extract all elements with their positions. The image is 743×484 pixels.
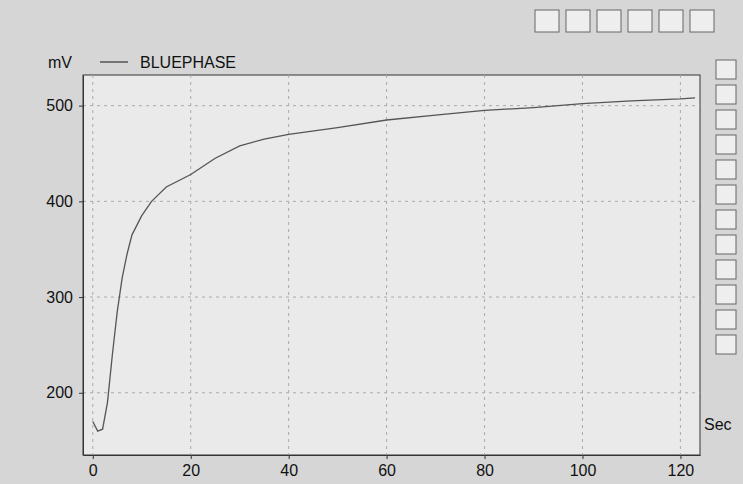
tick-label: 400 <box>46 193 73 210</box>
grid-line <box>83 297 700 298</box>
side-button[interactable] <box>716 310 736 329</box>
grid-line <box>83 392 700 393</box>
tick: 20 <box>182 455 200 479</box>
grid-line <box>386 75 387 455</box>
plot-marks <box>93 98 695 431</box>
tick-mark <box>79 201 83 202</box>
tick-label: 100 <box>570 462 597 479</box>
chart: 0 20 40 60 80 100 120 200 300 400 500 mV BLUEPHASE Se… <box>0 0 743 484</box>
tick-mark <box>289 455 290 459</box>
grid-line <box>288 75 289 455</box>
tick: 400 <box>46 193 83 210</box>
tick-label: 60 <box>378 462 396 479</box>
axis-line <box>84 455 701 456</box>
tick-mark <box>93 455 94 459</box>
tick-mark <box>387 455 388 459</box>
grid-line <box>680 75 681 455</box>
tick-mark <box>79 297 83 298</box>
side-button[interactable] <box>716 85 736 104</box>
grid-line <box>582 75 583 455</box>
axis-line <box>83 76 84 456</box>
toolbar-button[interactable] <box>659 10 683 32</box>
tick: 200 <box>46 384 83 401</box>
x-axis: 0 20 40 60 80 100 120 <box>84 455 701 479</box>
tick: 60 <box>378 455 396 479</box>
line <box>93 98 695 431</box>
tick: 80 <box>476 455 494 479</box>
plot-frame <box>83 75 700 455</box>
tick-mark <box>191 455 192 459</box>
tick-label: 40 <box>280 462 298 479</box>
side-button[interactable] <box>716 135 736 154</box>
side-button[interactable] <box>716 160 736 179</box>
grid-line <box>484 75 485 455</box>
tick-mark <box>79 393 83 394</box>
tick-label: 200 <box>46 384 73 401</box>
legend-swatch <box>100 61 128 63</box>
tick: 120 <box>668 455 695 479</box>
grid-line <box>92 75 93 455</box>
tick: 0 <box>89 455 98 479</box>
tick: 300 <box>46 289 83 306</box>
tick-mark <box>582 455 583 459</box>
side-button[interactable] <box>716 260 736 279</box>
tick: 40 <box>280 455 298 479</box>
tick-label: 120 <box>668 462 695 479</box>
tick-label: 500 <box>46 97 73 114</box>
y-axis-title: mV <box>48 54 72 71</box>
legend: BLUEPHASE <box>100 54 236 71</box>
tick-label: 20 <box>182 462 200 479</box>
x-axis-title: Sec <box>704 416 732 433</box>
toolbar-button[interactable] <box>690 10 714 32</box>
grid-line <box>190 75 191 455</box>
toolbar-button[interactable] <box>597 10 621 32</box>
y-axis: 200 300 400 500 <box>46 76 83 456</box>
background <box>0 0 743 484</box>
grid <box>83 75 700 455</box>
grid-line <box>83 201 700 202</box>
side-button[interactable] <box>716 335 736 354</box>
side-button[interactable] <box>716 60 736 79</box>
toolbar-button[interactable] <box>535 10 559 32</box>
legend-label: BLUEPHASE <box>140 54 236 71</box>
tick-label: 80 <box>476 462 494 479</box>
tick-mark <box>680 455 681 459</box>
tick: 100 <box>570 455 597 479</box>
tick-mark <box>485 455 486 459</box>
tick-label: 300 <box>46 289 73 306</box>
side-button[interactable] <box>716 110 736 129</box>
tick-label: 0 <box>89 462 98 479</box>
tick-mark <box>79 106 83 107</box>
side-button[interactable] <box>716 285 736 304</box>
side-button[interactable] <box>716 235 736 254</box>
side-button[interactable] <box>716 185 736 204</box>
side-button[interactable] <box>716 210 736 229</box>
tick: 500 <box>46 97 83 114</box>
toolbar-button[interactable] <box>628 10 652 32</box>
toolbar-button[interactable] <box>566 10 590 32</box>
grid-line <box>83 105 700 106</box>
